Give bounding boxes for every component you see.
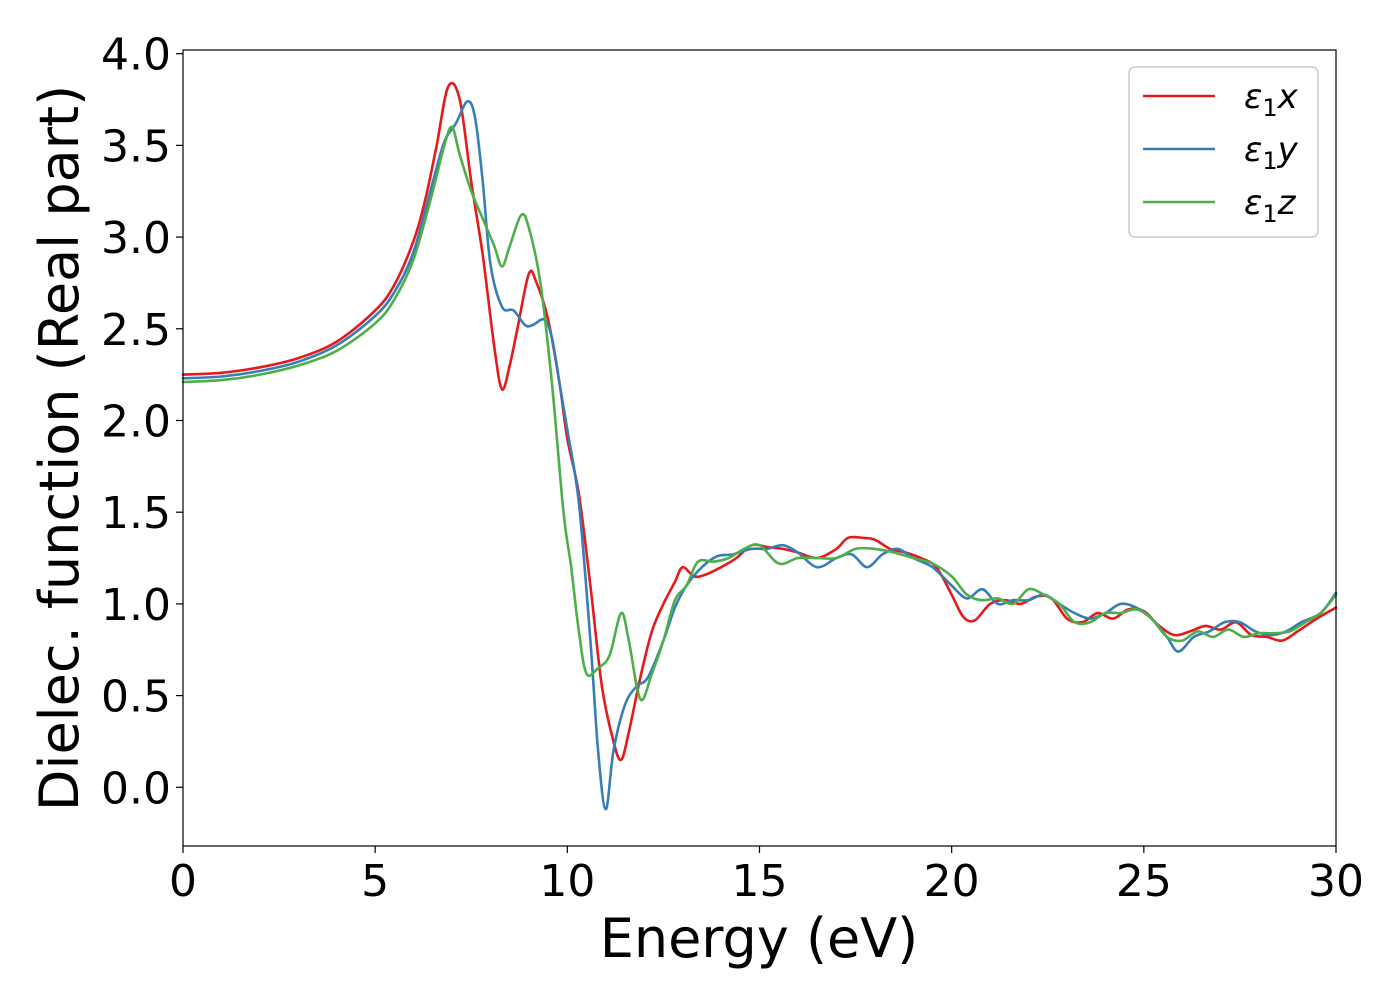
legend-label-z: ε1z — [1244, 183, 1297, 228]
legend-box — [1128, 66, 1319, 238]
y-tick-label: 1.5 — [101, 488, 171, 539]
y-tick-label: 2.0 — [101, 396, 171, 447]
x-axis: 0 5 10 15 20 25 30 — [169, 846, 1364, 907]
x-tick-label: 20 — [924, 856, 980, 907]
x-tick-label: 0 — [169, 856, 197, 907]
x-tick-label: 5 — [361, 856, 389, 907]
series-layer — [181, 81, 1338, 811]
series-line-z — [181, 125, 1338, 702]
y-tick-label: 0.0 — [101, 763, 171, 814]
y-tick-label: 4.0 — [101, 30, 171, 81]
y-tick-label: 3.5 — [101, 121, 171, 172]
x-tick-label: 10 — [539, 856, 595, 907]
y-tick-label: 3.0 — [101, 213, 171, 264]
legend: ε1x ε1y ε1z — [1128, 66, 1319, 238]
x-axis-label: Energy (eV) — [600, 907, 919, 970]
x-tick-label: 30 — [1308, 856, 1364, 907]
y-tick-label: 0.5 — [101, 672, 171, 723]
x-tick-label: 25 — [1116, 856, 1172, 907]
y-tick-label: 2.5 — [101, 305, 171, 356]
x-tick-label: 15 — [732, 856, 788, 907]
legend-label-y: ε1y — [1244, 130, 1299, 175]
y-axis: 0.0 0.5 1.0 1.5 2.0 2.5 3.0 3.5 4.0 — [101, 30, 183, 814]
legend-label-x: ε1x — [1244, 77, 1299, 122]
y-axis-label: Dielec. function (Real part) — [28, 85, 91, 811]
y-tick-label: 1.0 — [101, 580, 171, 631]
